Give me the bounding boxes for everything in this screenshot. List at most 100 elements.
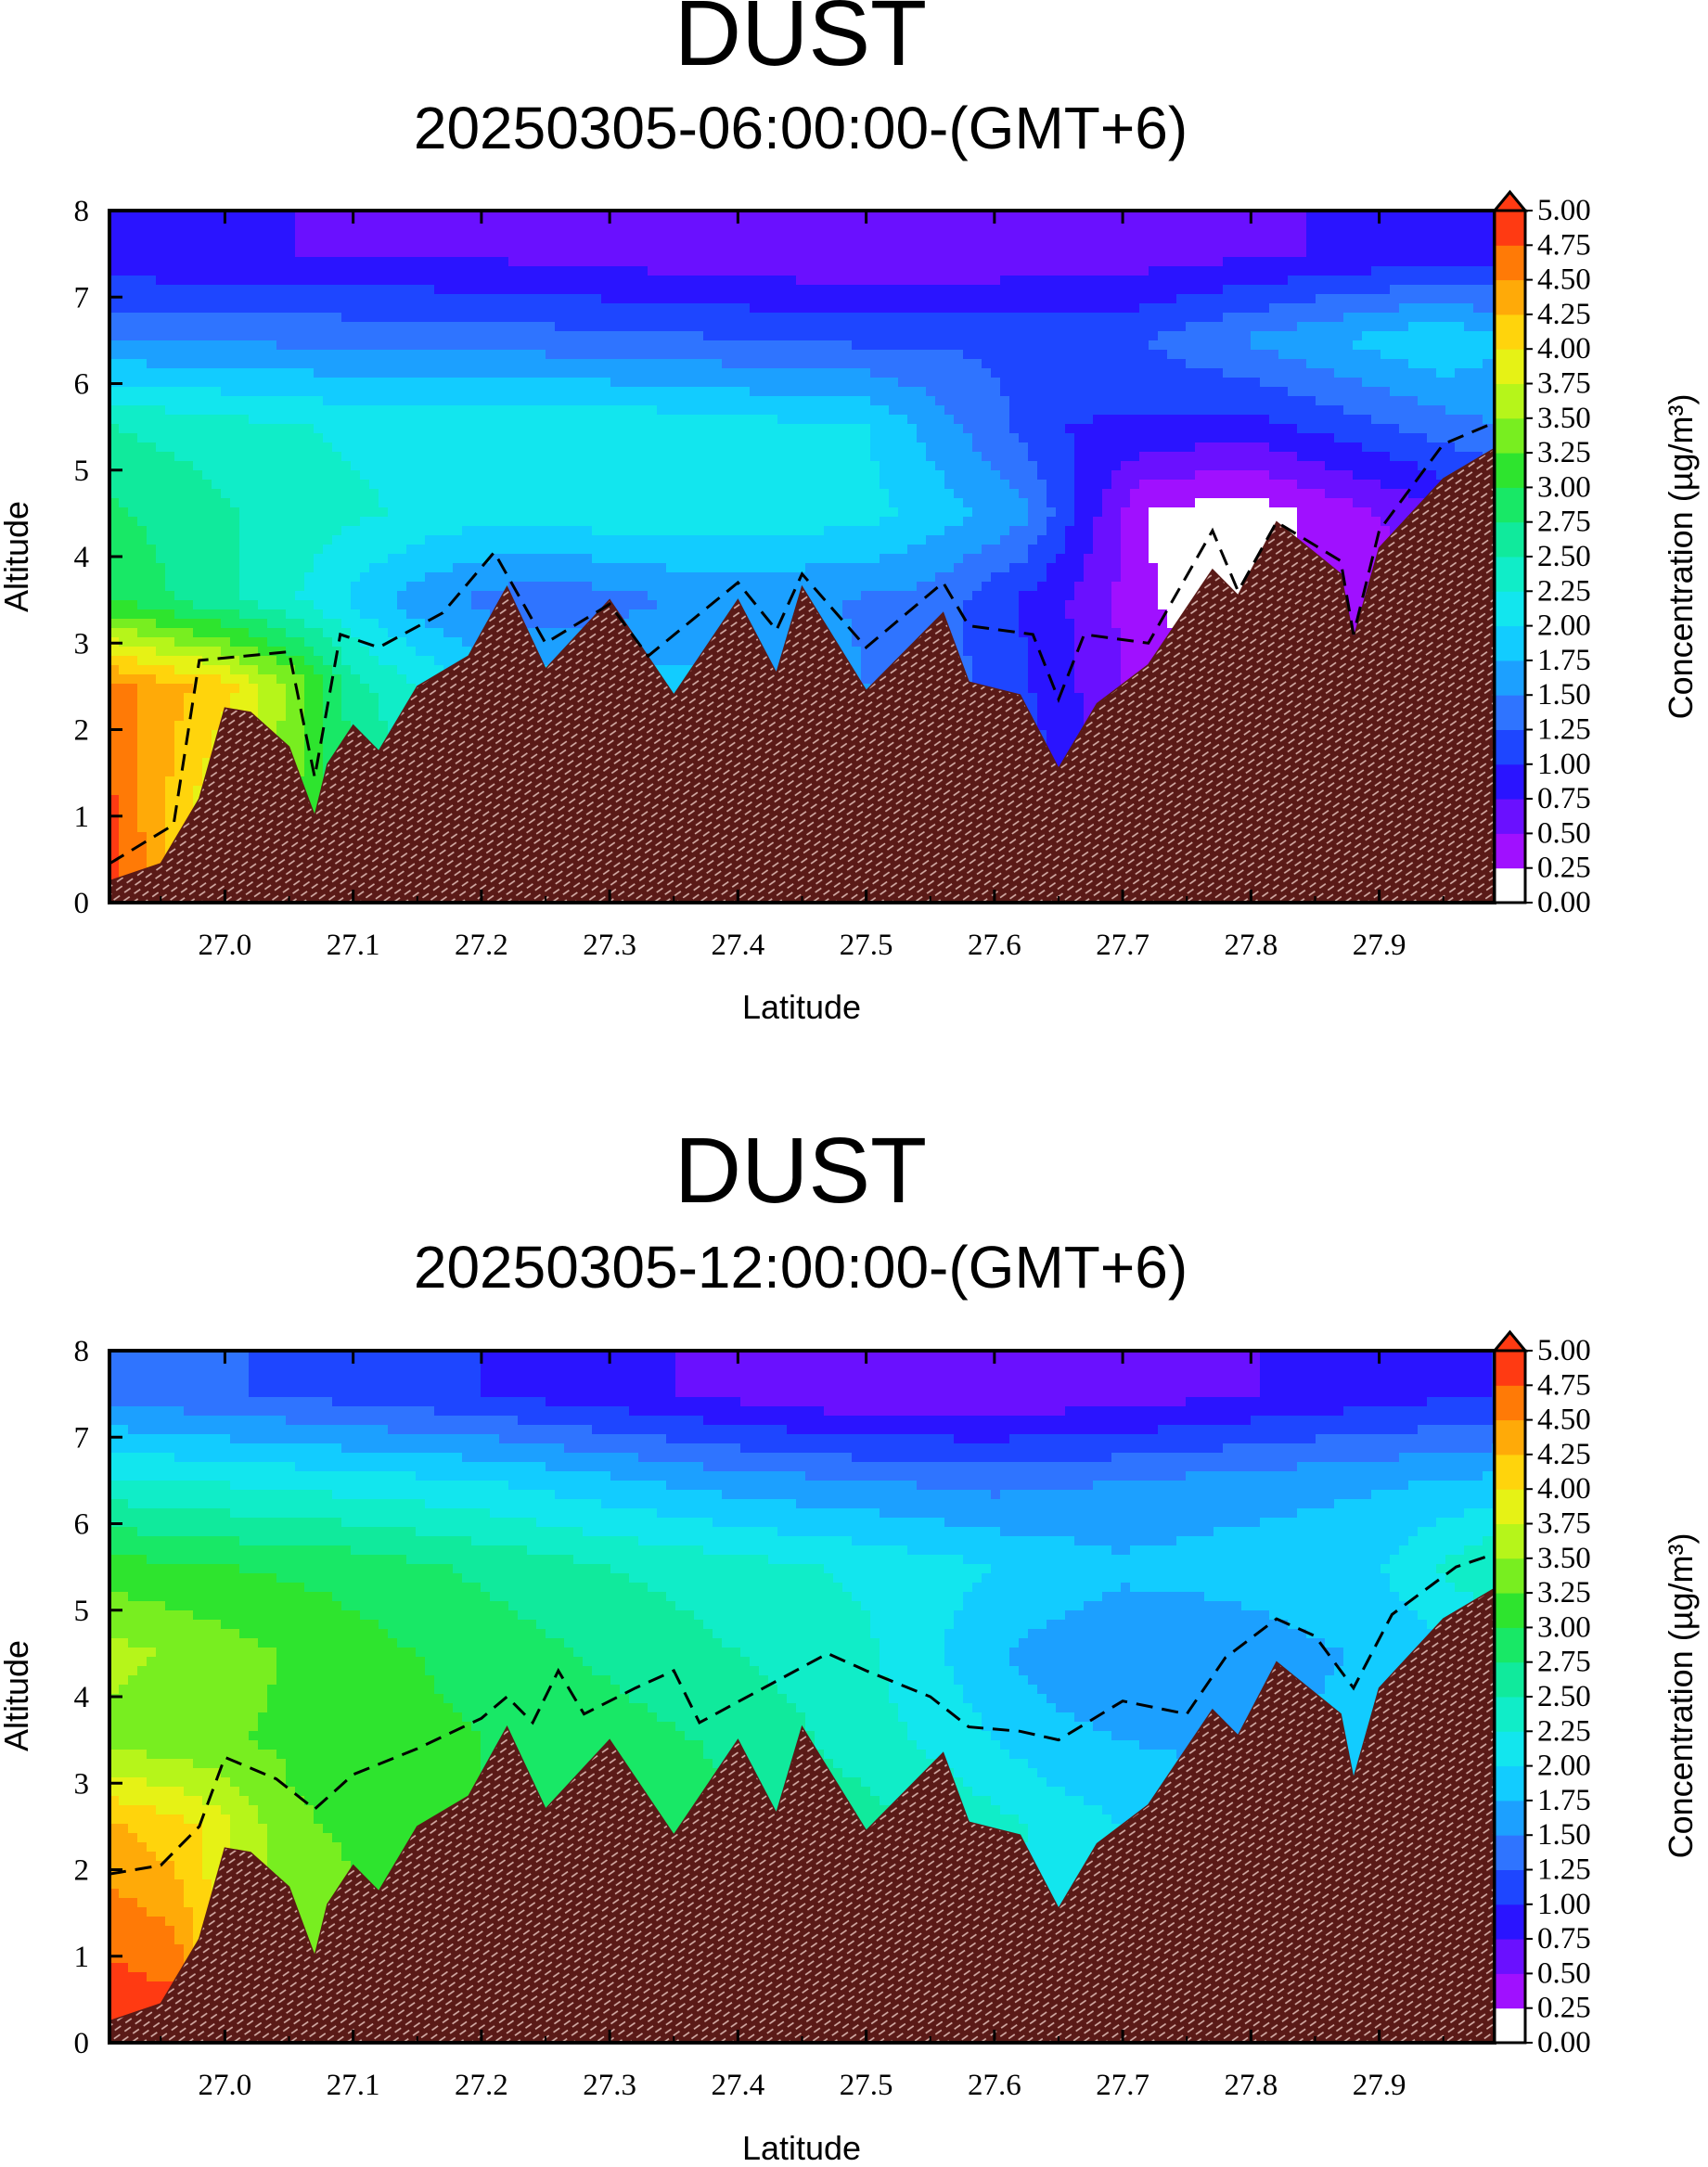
field-cell (249, 415, 259, 425)
field-cell (332, 507, 342, 518)
field-cell (267, 211, 277, 221)
field-cell (230, 517, 240, 527)
field-cell (323, 211, 333, 221)
field-cell (369, 498, 379, 508)
field-cell (351, 220, 361, 230)
field-cell (147, 860, 157, 870)
field-cell (109, 572, 120, 583)
field-cell (156, 368, 166, 378)
field-cell (249, 656, 259, 666)
field-cell (341, 313, 352, 323)
field-cell (119, 702, 129, 712)
field-cell (147, 730, 157, 740)
field-cell (703, 619, 713, 629)
field-cell (295, 647, 305, 657)
field-cell (267, 257, 277, 267)
field-cell (341, 294, 352, 304)
field-cell (425, 340, 435, 351)
field-cell (703, 535, 713, 545)
field-cell (304, 433, 315, 443)
field-cell (119, 489, 129, 499)
field-cell (443, 517, 454, 527)
field-cell (351, 507, 361, 518)
field-cell (629, 517, 639, 527)
field-cell (583, 340, 593, 351)
field-cell (276, 609, 287, 620)
field-cell (462, 257, 472, 267)
field-cell (490, 470, 500, 481)
field-cell (564, 322, 574, 332)
field-cell (249, 350, 259, 360)
field-cell (184, 350, 194, 360)
field-cell (638, 257, 649, 267)
field-cell (555, 350, 565, 360)
field-cell (722, 405, 732, 416)
field-cell (267, 229, 277, 239)
field-cell (276, 535, 287, 545)
field-cell (193, 220, 203, 230)
field-cell (592, 535, 602, 545)
field-cell (434, 489, 444, 499)
field-cell (230, 266, 240, 276)
field-cell (536, 396, 546, 406)
field-cell (184, 776, 194, 787)
field-cell (258, 303, 268, 314)
field-cell (638, 229, 649, 239)
field-cell (610, 563, 621, 573)
field-cell (397, 480, 407, 490)
field-cell (286, 442, 296, 453)
field-cell (434, 628, 444, 638)
field-cell (573, 545, 584, 555)
field-cell (648, 313, 658, 323)
field-cell (249, 368, 259, 378)
field-cell (239, 554, 250, 564)
field-cell (341, 480, 352, 490)
field-cell (323, 294, 333, 304)
field-cell (286, 517, 296, 527)
field-cell (406, 628, 417, 638)
field-cell (314, 229, 324, 239)
field-cell (351, 693, 361, 703)
field-cell (629, 591, 639, 601)
field-cell (481, 442, 491, 453)
field-cell (471, 257, 482, 267)
field-cell (703, 238, 713, 249)
field-cell (610, 276, 621, 286)
field-cell (202, 721, 212, 731)
field-cell (620, 229, 630, 239)
field-cell (675, 609, 686, 620)
field-cell (406, 572, 417, 583)
field-cell (601, 340, 611, 351)
field-cell (119, 415, 129, 425)
field-cell (648, 470, 658, 481)
field-cell (397, 415, 407, 425)
field-cell (555, 396, 565, 406)
field-cell (137, 266, 148, 276)
field-cell (128, 322, 138, 332)
field-cell (573, 257, 584, 267)
field-cell (221, 470, 231, 481)
field-cell (546, 285, 556, 295)
field-cell (434, 424, 444, 434)
field-cell (685, 507, 695, 518)
field-cell (657, 331, 667, 341)
field-cell (314, 266, 324, 276)
field-cell (620, 433, 630, 443)
field-cell (109, 480, 120, 490)
field-cell (462, 238, 472, 249)
field-cell (592, 229, 602, 239)
field-cell (416, 433, 426, 443)
field-cell (184, 517, 194, 527)
field-cell (332, 461, 342, 471)
field-cell (610, 480, 621, 490)
field-cell (499, 489, 509, 499)
field-cell (481, 572, 491, 583)
field-cell (119, 832, 129, 842)
field-cell (341, 378, 352, 388)
field-cell (573, 387, 584, 397)
field-cell (666, 276, 676, 286)
field-cell (536, 378, 546, 388)
field-cell (295, 749, 305, 759)
field-cell (239, 396, 250, 406)
field-cell (230, 526, 240, 536)
